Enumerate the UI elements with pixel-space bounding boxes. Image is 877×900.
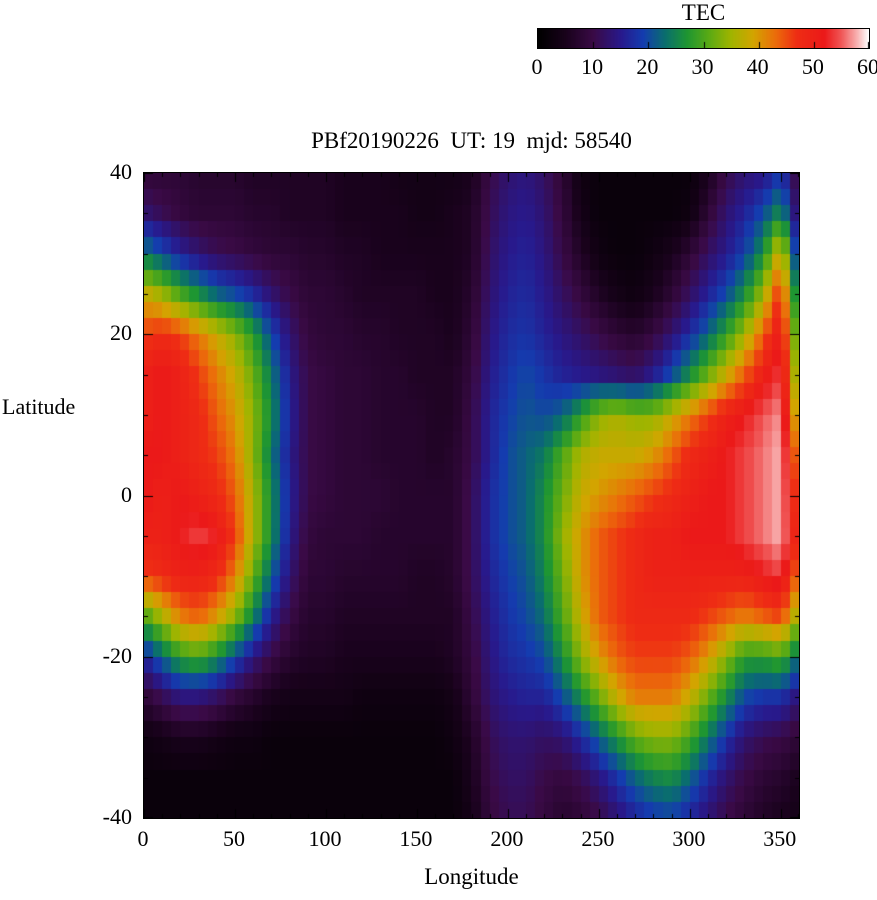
x-axis-tick-label: 200 — [490, 826, 524, 851]
x-axis-label: Longitude — [424, 864, 519, 889]
x-axis-tick-label: 150 — [399, 826, 433, 851]
x-axis-tick-label: 100 — [308, 826, 342, 851]
x-axis-tick-label: 250 — [581, 826, 615, 851]
y-axis-tick-label: 40 — [110, 159, 132, 184]
x-axis-tick-label: 50 — [222, 826, 245, 851]
colorbar-tick-label: 20 — [636, 54, 659, 79]
x-axis-tick-label: 350 — [763, 826, 797, 851]
y-axis-tick-label: -20 — [102, 642, 132, 668]
colorbar-title: TEC — [681, 0, 726, 25]
colorbar-tick-label: 10 — [581, 54, 604, 79]
colorbar-tick-label: 40 — [746, 54, 769, 79]
colorbar — [537, 28, 870, 49]
x-axis-tick-label: 300 — [672, 826, 706, 851]
x-axis-tick-label: 0 — [137, 826, 149, 851]
y-axis-tick-label: 20 — [110, 320, 132, 346]
y-axis-tick-label: -40 — [102, 804, 132, 829]
colorbar-tick-label: 50 — [801, 54, 824, 79]
heatmap-canvas — [143, 172, 800, 819]
plot-title: PBf20190226 UT: 19 mjd: 58540 — [311, 128, 632, 153]
y-axis-label: Latitude — [2, 394, 76, 419]
colorbar-tick-label: 60 — [857, 54, 877, 79]
colorbar-tick-label: 0 — [531, 54, 543, 79]
y-axis-tick-label: 0 — [121, 481, 132, 507]
colorbar-tick-label: 30 — [691, 54, 714, 79]
